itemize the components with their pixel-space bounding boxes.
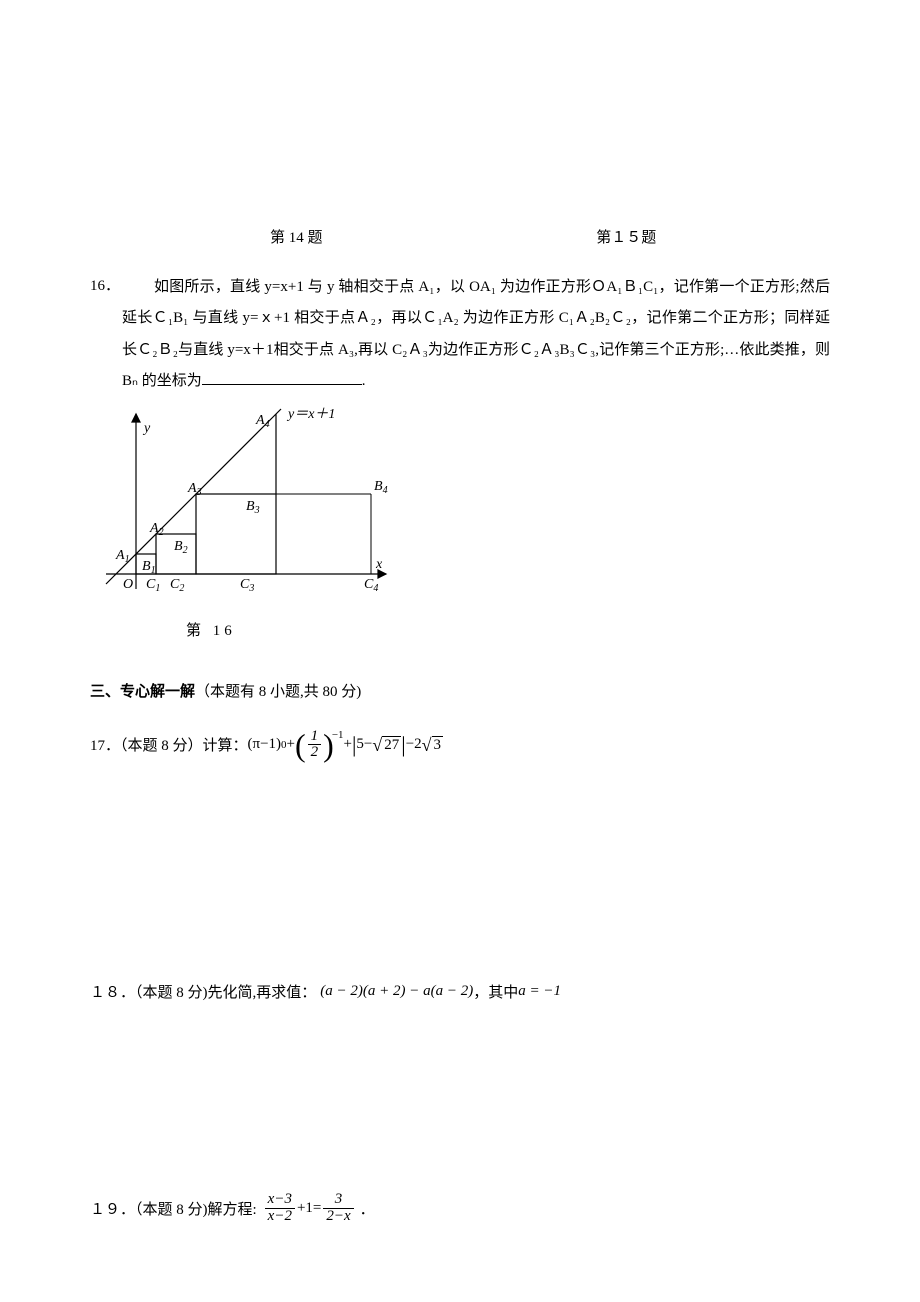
svg-text:y＝x＋1: y＝x＋1: [286, 407, 335, 422]
q17-prefix: 17．（本题 8 分）计算：: [90, 734, 248, 755]
q16-period: .: [362, 373, 366, 389]
q19-plus1: +1=: [297, 1200, 321, 1217]
svg-text:B2: B2: [174, 539, 188, 556]
figure-16: y x O A1 A2 A3 A4 B1 B2 B3 B4 C1 C2 C3 C…: [90, 404, 830, 640]
question-19: １９．（本题 8 分)解方程: x−3 x−2 +1= 3 2−x ．: [90, 1192, 830, 1225]
figure-captions-row: 第 14 题 第１５题: [90, 226, 830, 247]
svg-text:A4: A4: [255, 413, 270, 430]
svg-text:A1: A1: [115, 548, 130, 565]
svg-text:O: O: [123, 577, 133, 592]
svg-text:B1: B1: [142, 559, 156, 576]
svg-text:A2: A2: [149, 521, 164, 538]
q17-five: 5−: [356, 736, 372, 753]
q17-minus: −2: [406, 736, 422, 753]
q17-sqrt3: √3: [422, 736, 443, 754]
q16-number: 16．: [90, 271, 120, 303]
caption-q14: 第 14 题: [270, 226, 323, 247]
q17-plus1: +: [287, 736, 295, 753]
q18-mid: ，其中: [473, 981, 518, 1002]
svg-text:C2: C2: [170, 577, 184, 594]
q16-text: 如图所示，直线 y=x+1 与 y 轴相交于点 A₁，以 OA₁ 为边作正方形Ｏ…: [122, 279, 830, 390]
q19-frac2: 3 2−x: [323, 1192, 353, 1225]
svg-text:C4: C4: [364, 577, 378, 594]
q19-frac1: x−3 x−2: [265, 1192, 295, 1225]
question-18: １８．（本题 8 分)先化简,再求值： (a − 2)(a + 2) − a(a…: [90, 981, 830, 1002]
figure-16-caption: 第 16: [96, 619, 830, 640]
q18-prefix: １８．（本题 8 分)先化简,再求值：: [90, 981, 316, 1002]
q18-expr: (a − 2)(a + 2) − a(a − 2): [320, 983, 473, 1000]
q17-sqrt27: √27: [372, 736, 401, 754]
q17-plus2: +: [344, 736, 352, 753]
q17-pim1: (π−1): [248, 736, 282, 753]
svg-text:x: x: [375, 557, 383, 572]
q18-val: a = −1: [518, 983, 561, 1000]
question-16: 16． 如图所示，直线 y=x+1 与 y 轴相交于点 A₁，以 OA₁ 为边作…: [90, 271, 830, 398]
svg-text:C1: C1: [146, 577, 160, 594]
section-3-heading: 三、专心解一解（本题有 8 小题,共 80 分): [90, 680, 830, 701]
answer-blank[interactable]: [202, 369, 362, 385]
svg-text:C3: C3: [240, 577, 254, 594]
q17-half: 1 2: [308, 729, 322, 762]
section-3-rest: （本题有 8 小题,共 80 分): [195, 684, 361, 700]
question-17: 17．（本题 8 分）计算： (π−1)0 + ( 1 2 )−1 + | 5−…: [90, 729, 830, 762]
figure-16-svg: y x O A1 A2 A3 A4 B1 B2 B3 B4 C1 C2 C3 C…: [96, 404, 396, 604]
svg-text:B4: B4: [374, 479, 388, 496]
caption-q15: 第１５题: [596, 226, 656, 247]
q17-expn1: −1: [332, 729, 344, 741]
q19-prefix: １９．（本题 8 分)解方程:: [90, 1198, 257, 1219]
svg-text:B3: B3: [246, 499, 260, 516]
svg-text:y: y: [142, 421, 151, 436]
section-3-title: 三、专心解一解: [90, 683, 195, 700]
svg-text:A3: A3: [187, 481, 202, 498]
q19-period: ．: [360, 1198, 375, 1219]
